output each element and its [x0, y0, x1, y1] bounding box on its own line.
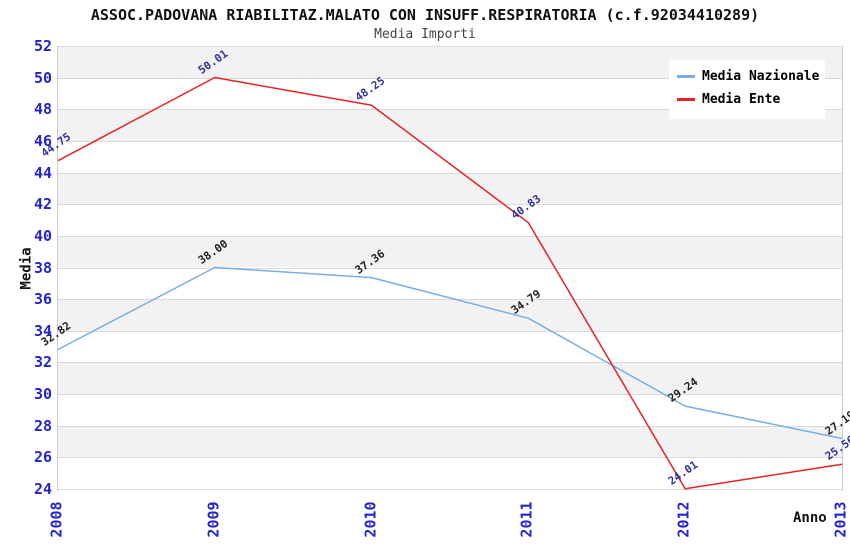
y-tick-label: 34 — [33, 321, 52, 340]
gridline — [58, 330, 842, 332]
x-tick-label: 2010 — [361, 501, 380, 538]
y-tick-label: 24 — [33, 480, 52, 498]
y-tick-label: 38 — [33, 258, 52, 277]
series-line-media-nazionale — [57, 266, 843, 440]
y-tick-label: 44 — [33, 163, 52, 182]
plot-band — [58, 235, 842, 268]
line-chart-canvas — [57, 76, 843, 490]
y-tick-label: 32 — [33, 353, 52, 372]
y-tick-label: 42 — [33, 195, 52, 214]
gridline — [58, 394, 842, 396]
legend-item-media-ente: Media Ente — [677, 88, 819, 111]
y-tick-label: 26 — [33, 448, 52, 467]
gridline — [58, 46, 842, 47]
x-tick-label: 2013 — [831, 501, 850, 538]
gridline — [58, 204, 842, 206]
x-tick-label: 2011 — [517, 501, 536, 538]
gridline — [58, 457, 842, 459]
y-tick-label: 30 — [33, 385, 52, 404]
legend: Media Nazionale Media Ente — [669, 60, 826, 119]
legend-line-swatch — [677, 98, 695, 101]
y-tick-label: 36 — [33, 290, 52, 309]
plot-band — [58, 172, 842, 205]
y-tick-label: 46 — [33, 131, 52, 150]
gridline — [58, 77, 842, 79]
plot-band — [58, 299, 842, 331]
legend-item-label: Media Nazionale — [702, 69, 820, 84]
y-tick-label: 50 — [33, 68, 52, 87]
x-tick-label: 2009 — [204, 501, 223, 538]
x-tick-label: 2008 — [47, 501, 66, 538]
gridline — [58, 172, 842, 174]
legend-line-swatch — [677, 75, 695, 78]
gridline — [58, 267, 842, 269]
x-axis-title: Anno — [793, 510, 827, 526]
gridline — [58, 489, 842, 490]
y-tick-label: 48 — [33, 100, 52, 119]
y-tick-label: 28 — [33, 416, 52, 435]
gridline — [58, 299, 842, 301]
series-line-media-ente — [57, 76, 843, 490]
chart-title: ASSOC.PADOVANA RIABILITAZ.MALATO CON INS… — [90, 6, 760, 24]
plot-area: Media Nazionale Media Ente 32.82 38.00 37.3… — [39, 46, 850, 491]
gridline — [58, 235, 842, 237]
legend-item-media-nazionale: Media Nazionale — [677, 65, 819, 88]
y-axis-title: Media — [18, 247, 35, 290]
y-tick-label: 52 — [33, 37, 52, 55]
chart-subtitle: Media Importi — [374, 27, 476, 42]
legend-item-label: Media Ente — [702, 92, 781, 107]
gridline — [58, 140, 842, 142]
plot-band — [58, 362, 842, 395]
gridline — [58, 362, 842, 364]
y-tick-label: 40 — [33, 226, 52, 245]
gridline — [58, 109, 842, 111]
plot-band — [58, 425, 842, 458]
x-tick-label: 2012 — [674, 501, 693, 538]
gridline — [58, 425, 842, 427]
